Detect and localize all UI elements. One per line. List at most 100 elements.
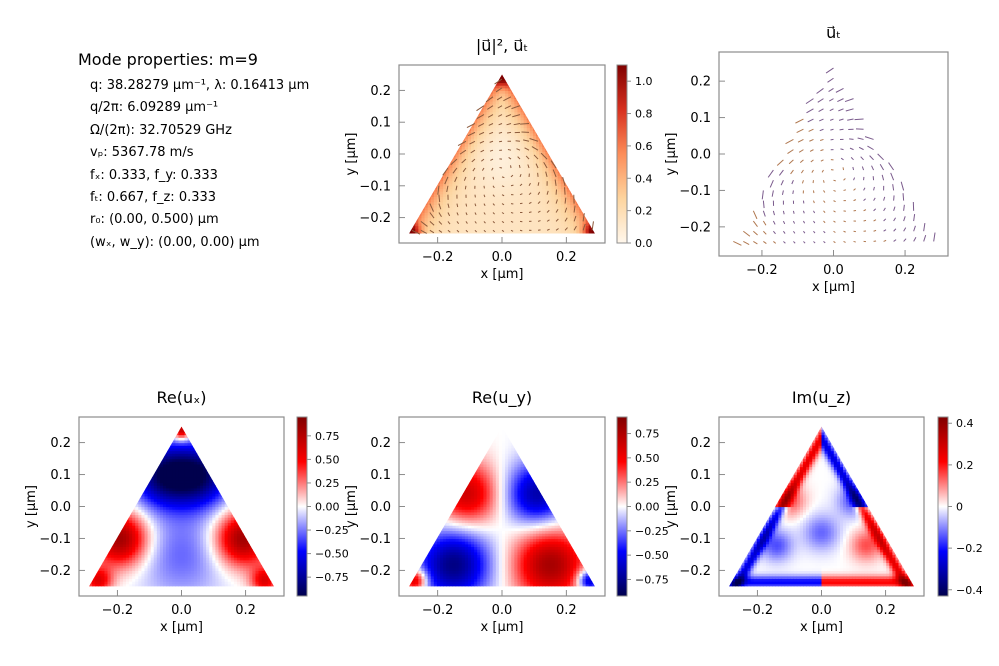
field-cell — [206, 538, 210, 542]
field-cell — [159, 479, 164, 484]
field-cell — [452, 565, 457, 569]
field-cell — [511, 212, 515, 216]
field-cell — [224, 514, 229, 518]
field-cell — [498, 87, 503, 92]
field-cell — [230, 511, 235, 516]
field-cell — [126, 581, 130, 585]
field-cell — [236, 565, 241, 569]
field-cell — [178, 527, 183, 532]
field-cell — [135, 522, 139, 526]
field-cell — [156, 485, 161, 489]
field-cell — [471, 154, 475, 158]
vector-arrow — [890, 172, 895, 181]
field-cell — [153, 541, 158, 545]
field-cell — [172, 498, 176, 502]
field-cell — [224, 535, 229, 540]
field-cell — [576, 230, 581, 234]
field-cell — [187, 519, 192, 524]
field-cell — [159, 554, 164, 558]
field-cell — [446, 228, 450, 232]
vector-arrow — [528, 182, 531, 187]
field-cell — [480, 214, 485, 219]
vector-arrow — [753, 230, 758, 236]
field-cell — [236, 570, 241, 574]
field-cell — [579, 214, 584, 219]
field-cell — [144, 573, 149, 577]
vector-arrow — [465, 229, 469, 233]
vector-arrow — [893, 239, 897, 242]
field-cell — [449, 546, 454, 550]
field-cell — [101, 562, 106, 566]
field-cell — [536, 140, 540, 145]
field-cell — [163, 471, 167, 476]
field-cell — [570, 222, 574, 227]
field-cell — [477, 130, 481, 134]
field-cell — [187, 509, 192, 513]
field-cell — [495, 159, 500, 163]
field-cell — [169, 471, 173, 476]
field-cell — [467, 230, 472, 234]
field-cell — [233, 527, 238, 532]
field-cell — [449, 188, 454, 192]
field-cell — [159, 466, 164, 470]
field-cell — [104, 578, 109, 582]
field-cell — [190, 495, 195, 500]
field-cell — [196, 517, 201, 521]
field-cell — [166, 559, 170, 564]
field-cell — [116, 578, 121, 582]
field-cell — [455, 554, 460, 558]
field-cell — [495, 119, 500, 123]
field-cell — [536, 196, 540, 200]
field-cell — [427, 567, 432, 572]
field-cell — [163, 570, 167, 574]
field-cell — [443, 220, 447, 224]
field-cell — [526, 183, 531, 187]
vector-arrow — [554, 179, 557, 186]
field-cell — [181, 583, 186, 587]
vector-arrow — [489, 140, 494, 143]
field-cell — [446, 172, 450, 176]
field-cell — [246, 546, 250, 550]
field-cell — [551, 225, 556, 229]
field-cell — [233, 578, 238, 582]
field-cell — [181, 543, 186, 548]
field-cell — [236, 543, 241, 548]
field-cell — [215, 538, 220, 542]
vector-arrow — [492, 221, 496, 224]
field-cell — [196, 461, 201, 465]
field-cell — [153, 477, 158, 481]
field-cell — [548, 185, 553, 190]
vector-arrow — [861, 166, 865, 171]
field-cell — [172, 485, 176, 489]
field-cell — [452, 511, 457, 516]
field-cell — [483, 495, 488, 500]
field-cell — [467, 164, 472, 168]
field-cell — [421, 562, 426, 566]
field-cell — [240, 559, 244, 564]
field-cell — [227, 514, 232, 518]
field-cell — [446, 206, 450, 211]
field-cell — [486, 148, 491, 152]
field-cell — [585, 217, 590, 221]
field-cell — [184, 533, 189, 537]
field-cell — [486, 143, 491, 147]
vector-arrow — [843, 220, 846, 223]
field-cell — [474, 517, 478, 521]
field-cell — [187, 487, 192, 492]
field-cell — [138, 530, 143, 534]
field-cell — [495, 146, 500, 150]
field-cell — [243, 583, 247, 587]
field-cell — [529, 220, 534, 224]
field-cell — [474, 199, 478, 203]
field-cell — [502, 95, 506, 99]
field-cell — [424, 575, 429, 580]
field-cell — [221, 519, 226, 524]
field-cell — [150, 487, 155, 492]
field-cell — [505, 132, 509, 137]
vector-arrow — [833, 230, 836, 233]
field-cell — [474, 169, 478, 174]
x-axis-label: x [µm] — [160, 620, 203, 635]
field-cell — [495, 188, 500, 192]
field-cell — [166, 498, 170, 502]
y-tick-label: 0.0 — [370, 148, 391, 163]
